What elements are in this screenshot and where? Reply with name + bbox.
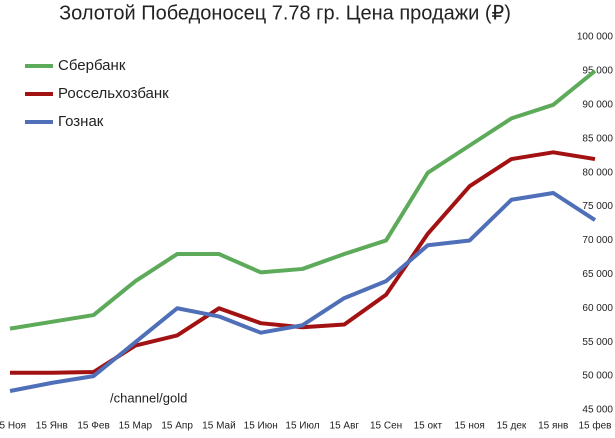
y-tick-label: 65 000: [582, 269, 613, 280]
y-tick-label: 75 000: [582, 201, 613, 212]
y-tick-label: 80 000: [582, 167, 613, 178]
series-line: [9, 69, 597, 331]
y-tick-label: 55 000: [582, 337, 613, 348]
x-tick-label: 15 дек: [497, 421, 527, 432]
legend-label: Сбербанк: [58, 57, 126, 74]
series-line: [10, 150, 596, 375]
x-tick-label: 15 ноя: [454, 421, 484, 432]
x-tick-label: 15 Фев: [77, 421, 109, 432]
y-tick-label: 100 000: [577, 32, 614, 43]
series-line: [9, 190, 597, 393]
x-tick-label: 15 Ноя: [0, 421, 26, 432]
x-tick-label: 15 янв: [538, 421, 568, 432]
chart-title: Золотой Победоносец 7.78 гр. Цена продаж…: [59, 2, 511, 24]
y-tick-label: 85 000: [582, 133, 613, 144]
x-tick-label: 15 Авг: [330, 421, 360, 432]
y-tick-label: 95 000: [582, 66, 613, 77]
x-tick-label: 15 Июн: [244, 421, 278, 432]
x-tick-label: 15 окт: [414, 421, 443, 432]
x-tick-label: 15 фев: [578, 420, 611, 432]
y-tick-label: 90 000: [582, 99, 613, 110]
x-tick-label: 15 Июл: [285, 421, 319, 432]
y-tick-label: 45 000: [582, 405, 613, 416]
x-tick-label: 15 Май: [202, 421, 236, 432]
legend-label: Гознак: [58, 113, 104, 130]
annotation: /channel/gold: [110, 390, 187, 405]
y-tick-label: 50 000: [582, 371, 613, 382]
y-tick-label: 60 000: [582, 303, 613, 314]
x-tick-label: 15 Мар: [119, 421, 153, 432]
legend-label: Россельхозбанк: [58, 85, 169, 102]
x-tick-label: 15 Апр: [161, 421, 193, 432]
x-tick-label: 15 Сен: [370, 421, 402, 432]
y-tick-label: 70 000: [582, 235, 613, 246]
x-tick-label: 15 Янв: [36, 421, 68, 432]
